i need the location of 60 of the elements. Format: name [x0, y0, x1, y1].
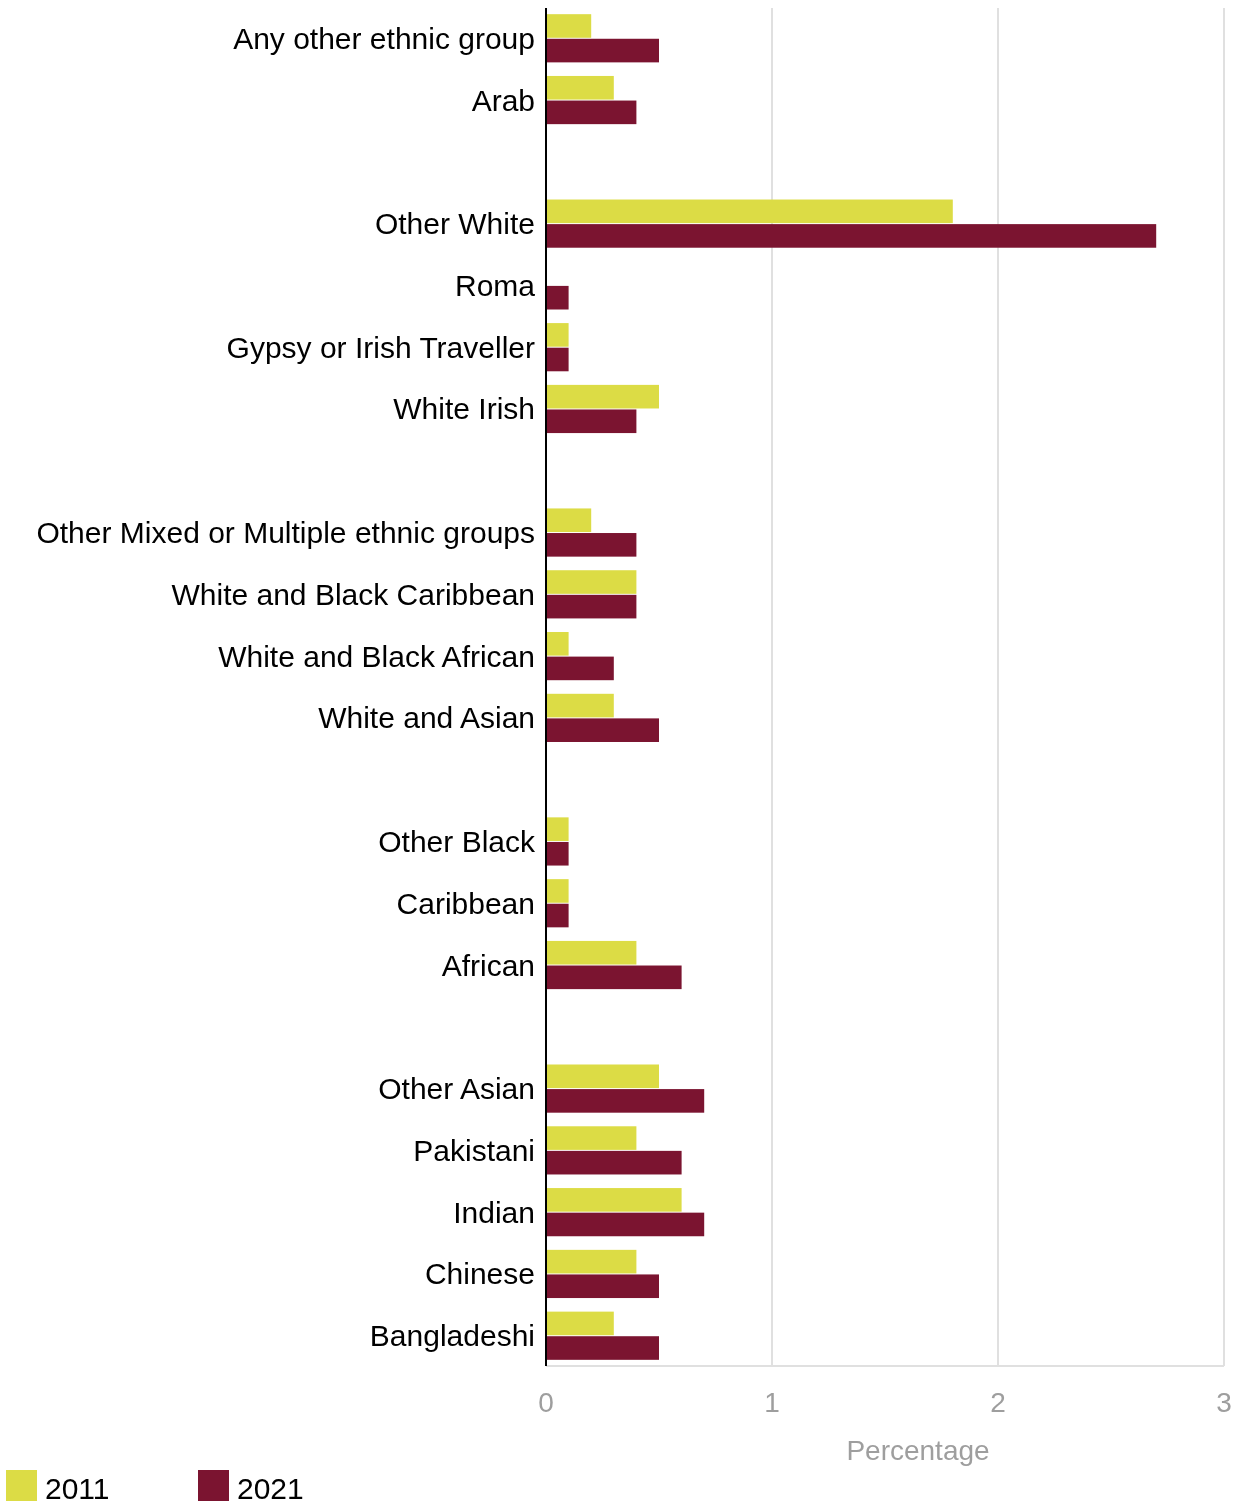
- y-tick-label: White and Black African: [218, 639, 535, 673]
- bar: [546, 38, 659, 63]
- bar: [546, 1212, 705, 1237]
- y-tick-label: Other White: [374, 207, 535, 241]
- bar: [546, 693, 614, 718]
- bar: [546, 224, 1157, 248]
- bar: [546, 75, 614, 100]
- bar: [546, 533, 637, 557]
- bar: [546, 285, 569, 310]
- y-tick-label: Gypsy or Irish Traveller: [226, 330, 535, 364]
- y-tick-label: Roma: [454, 268, 536, 302]
- bar: [546, 965, 682, 990]
- bar: [546, 841, 569, 866]
- y-tick-label: Indian: [453, 1195, 535, 1229]
- x-axis-title: Percentage: [846, 1434, 990, 1466]
- bar: [546, 199, 953, 224]
- y-tick-label: Chinese: [424, 1257, 535, 1291]
- y-tick-label: Any other ethnic group: [233, 21, 535, 55]
- bar: [546, 508, 592, 533]
- bar: [546, 940, 637, 965]
- bar: [546, 1064, 659, 1089]
- bar: [546, 1089, 705, 1113]
- y-tick-label: Arab: [471, 83, 535, 117]
- y-tick-label: Other Asian: [378, 1072, 535, 1106]
- x-tick-label: 2: [990, 1386, 1006, 1418]
- bar: [546, 384, 659, 409]
- bar: [546, 1249, 637, 1274]
- y-tick-label: White Irish: [393, 392, 535, 426]
- y-tick-label: Caribbean: [396, 886, 535, 920]
- x-tick-label: 0: [538, 1386, 554, 1418]
- bar: [546, 903, 569, 928]
- bar: [546, 817, 569, 841]
- y-tick-label: Bangladeshi: [369, 1319, 535, 1353]
- bar: [546, 1336, 659, 1360]
- legend-label: 2021: [237, 1471, 304, 1505]
- y-tick-label: African: [441, 948, 535, 982]
- bar: [546, 1188, 682, 1212]
- y-tick-label: Other Mixed or Multiple ethnic groups: [36, 516, 535, 550]
- bar: [546, 879, 569, 903]
- bar: [546, 1274, 659, 1299]
- bar: [546, 718, 659, 742]
- y-tick-label: White and Black Caribbean: [171, 577, 535, 611]
- bar: [546, 632, 569, 656]
- bar: [546, 1311, 614, 1336]
- bar: [546, 347, 569, 372]
- legend-label: 2011: [45, 1471, 110, 1505]
- bar: [546, 100, 637, 125]
- bar: [546, 594, 637, 619]
- bar: [546, 1150, 682, 1175]
- bar: [546, 656, 614, 681]
- y-tick-label: White and Asian: [318, 701, 535, 735]
- bar: [546, 14, 592, 38]
- bar: [546, 570, 637, 594]
- bar: [546, 1126, 637, 1150]
- y-tick-label: Other Black: [378, 824, 536, 858]
- y-tick-label: Pakistani: [413, 1133, 535, 1167]
- x-tick-label: 3: [1216, 1386, 1232, 1418]
- bar: [546, 409, 637, 434]
- x-tick-label: 1: [764, 1386, 780, 1418]
- bar: [546, 323, 569, 347]
